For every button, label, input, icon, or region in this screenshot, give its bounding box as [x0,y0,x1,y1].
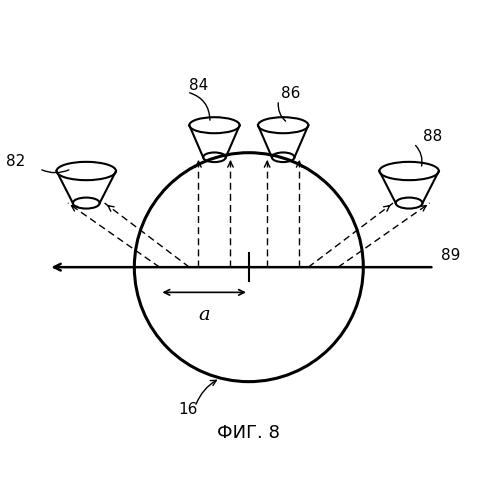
Text: ФИГ. 8: ФИГ. 8 [217,424,280,442]
Text: a: a [198,306,210,324]
Text: 16: 16 [178,402,197,416]
Text: 88: 88 [423,129,442,144]
Text: 86: 86 [281,86,300,100]
Text: 82: 82 [6,154,26,170]
Text: 84: 84 [189,78,209,92]
Text: 89: 89 [441,248,461,262]
